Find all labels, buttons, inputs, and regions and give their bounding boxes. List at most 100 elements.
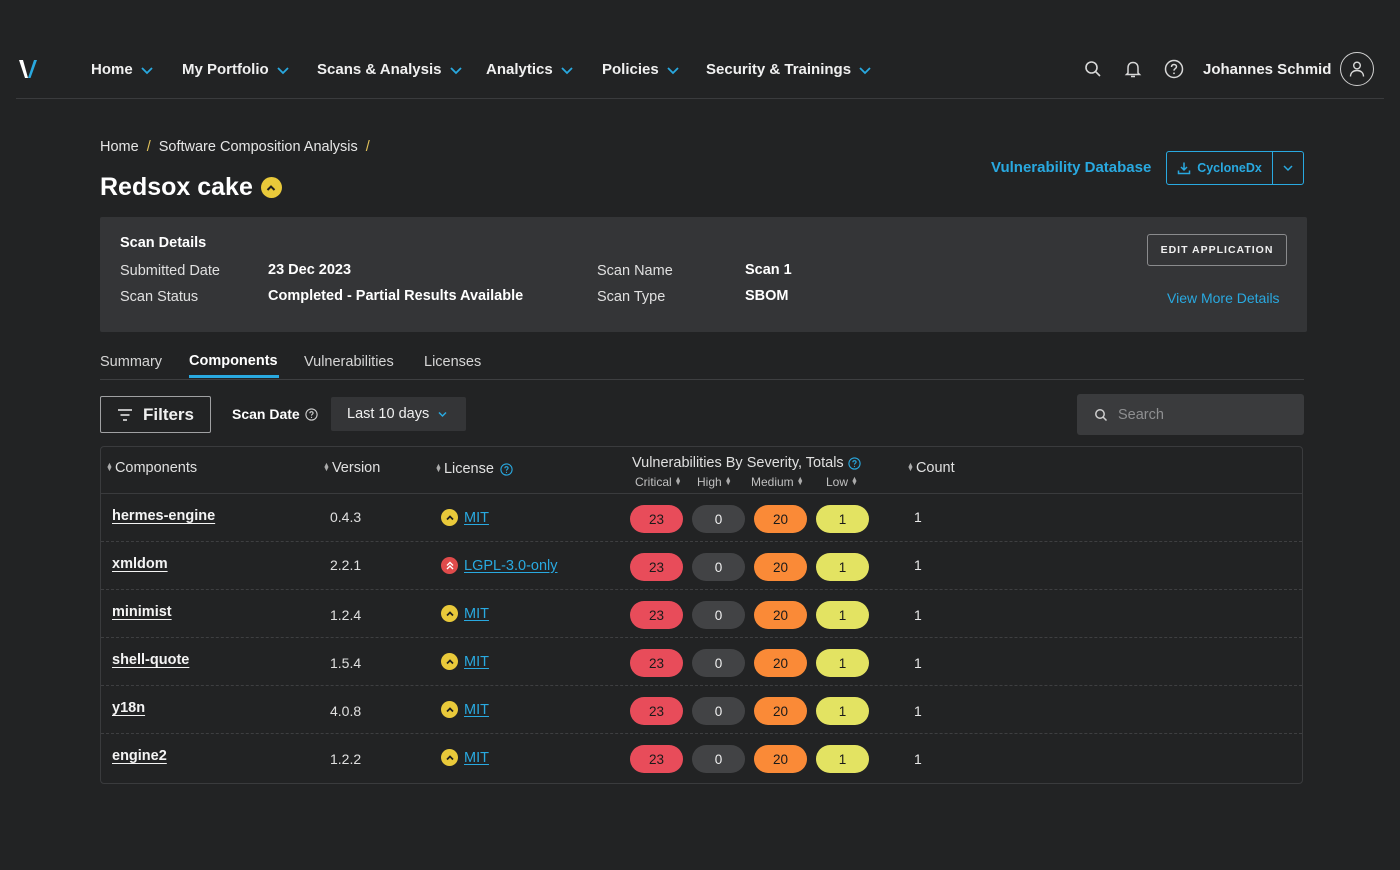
search-box[interactable] — [1077, 394, 1304, 435]
license-link[interactable]: MIT — [464, 749, 489, 766]
help-icon[interactable] — [500, 462, 513, 476]
breadcrumb-home[interactable]: Home — [100, 139, 139, 155]
license-link[interactable]: MIT — [464, 509, 489, 526]
filters-button[interactable]: Filters — [100, 396, 211, 433]
sort-icon: ▲ ▼ — [323, 462, 330, 473]
license-risk-medium-icon — [441, 653, 458, 670]
header-components[interactable]: ▲ ▼ Components — [106, 460, 197, 476]
low-count-badge: 1 — [816, 697, 869, 725]
component-count: 1 — [914, 607, 922, 623]
critical-count-badge: 23 — [630, 601, 683, 629]
filters-label: Filters — [142, 404, 195, 424]
nav-policies-label: Policies — [602, 61, 659, 78]
license-link[interactable]: MIT — [464, 701, 489, 718]
high-count-badge: 0 — [692, 505, 745, 533]
nav-home[interactable]: Home — [91, 61, 154, 78]
nav-policies[interactable]: Policies — [602, 61, 680, 78]
header-medium[interactable]: Medium ▲ ▼ — [751, 475, 804, 489]
components-table: ▲ ▼ Components ▲ ▼ Version ▲ ▼ License Vuln… — [100, 446, 1303, 784]
license-link[interactable]: MIT — [464, 605, 489, 622]
medium-count-badge: 20 — [754, 745, 807, 773]
submitted-date-value: 23 Dec 2023 — [268, 262, 352, 278]
user-name[interactable]: Johannes Schmid — [1203, 61, 1332, 78]
license-cell: MIT — [441, 653, 489, 670]
search-icon[interactable] — [1083, 59, 1103, 79]
low-count-badge: 1 — [816, 601, 869, 629]
high-count-badge: 0 — [692, 745, 745, 773]
license-cell: LGPL-3.0-only — [441, 557, 558, 574]
nav-my-portfolio-label: My Portfolio — [182, 61, 269, 78]
license-cell: MIT — [441, 509, 489, 526]
component-version: 0.4.3 — [330, 509, 362, 525]
license-link[interactable]: MIT — [464, 653, 489, 670]
tab-vulnerabilities[interactable]: Vulnerabilities — [304, 354, 394, 370]
nav-scans-analysis[interactable]: Scans & Analysis — [317, 61, 463, 78]
medium-count-badge: 20 — [754, 649, 807, 677]
header-version[interactable]: ▲ ▼ Version — [323, 460, 380, 476]
tab-summary[interactable]: Summary — [100, 354, 163, 370]
breadcrumb-sca[interactable]: Software Composition Analysis — [158, 139, 358, 155]
cyclonedx-download[interactable]: CycloneDx — [1167, 152, 1273, 184]
license-cell: MIT — [441, 701, 489, 718]
nav-analytics[interactable]: Analytics — [486, 61, 574, 78]
low-count-badge: 1 — [816, 649, 869, 677]
header-components-label: Components — [114, 460, 198, 476]
component-name-link[interactable]: minimist — [112, 604, 172, 620]
chevron-down-icon — [1283, 165, 1293, 172]
header-critical[interactable]: Critical ▲ ▼ — [635, 475, 682, 489]
search-input[interactable] — [1118, 406, 1288, 423]
component-count: 1 — [914, 557, 922, 573]
low-count-badge: 1 — [816, 505, 869, 533]
scan-type-label: Scan Type — [597, 289, 666, 305]
header-license[interactable]: ▲ ▼ License — [435, 461, 513, 477]
tab-licenses[interactable]: Licenses — [424, 354, 482, 370]
date-range-select[interactable]: Last 10 days — [331, 397, 466, 431]
license-link[interactable]: LGPL-3.0-only — [464, 557, 558, 574]
component-version: 1.2.2 — [330, 751, 362, 767]
component-count: 1 — [914, 703, 922, 719]
nav-my-portfolio[interactable]: My Portfolio — [182, 61, 290, 78]
bell-icon[interactable] — [1123, 59, 1143, 79]
help-icon[interactable] — [848, 456, 861, 470]
license-risk-medium-icon — [441, 701, 458, 718]
help-icon[interactable] — [305, 407, 318, 421]
download-icon — [1177, 162, 1191, 175]
view-more-details-link[interactable]: View More Details — [1167, 290, 1280, 306]
high-count-badge: 0 — [692, 553, 745, 581]
component-name-link[interactable]: xmldom — [112, 556, 168, 572]
nav-security-trainings[interactable]: Security & Trainings — [706, 61, 872, 78]
help-icon[interactable] — [1164, 59, 1184, 79]
header-low[interactable]: Low ▲ ▼ — [826, 475, 858, 489]
export-options-dropdown[interactable] — [1273, 152, 1303, 184]
table-row: hermes-engine 0.4.3 MIT 23 0 20 1 1 — [101, 494, 1302, 542]
avatar[interactable] — [1340, 52, 1374, 86]
cyclonedx-export-button[interactable]: CycloneDx — [1166, 151, 1304, 185]
brand-logo[interactable] — [18, 59, 38, 79]
critical-count-badge: 23 — [630, 553, 683, 581]
submitted-date-label: Submitted Date — [120, 263, 220, 279]
medium-count-badge: 20 — [754, 697, 807, 725]
breadcrumb-separator: / — [365, 139, 370, 155]
component-count: 1 — [914, 751, 922, 767]
header-count-label: Count — [915, 460, 955, 476]
header-count[interactable]: ▲ ▼ Count — [907, 460, 955, 476]
license-cell: MIT — [441, 605, 489, 622]
high-count-badge: 0 — [692, 601, 745, 629]
header-high[interactable]: High ▲ ▼ — [697, 475, 732, 489]
table-row: xmldom 2.2.1 LGPL-3.0-only 23 0 20 1 1 — [101, 542, 1302, 590]
component-name-link[interactable]: y18n — [112, 700, 146, 716]
nav-scans-analysis-label: Scans & Analysis — [317, 61, 442, 78]
component-name-link[interactable]: engine2 — [112, 748, 167, 764]
vulnerability-database-link[interactable]: Vulnerability Database — [991, 159, 1152, 176]
active-tab-indicator — [189, 375, 279, 378]
table-row: engine2 1.2.2 MIT 23 0 20 1 1 — [101, 734, 1302, 782]
component-name-link[interactable]: shell-quote — [112, 652, 190, 668]
component-name-link[interactable]: hermes-engine — [112, 508, 216, 524]
nav-analytics-label: Analytics — [486, 61, 553, 78]
edit-application-button[interactable]: EDIT APPLICATION — [1147, 234, 1287, 266]
scan-status-label: Scan Status — [120, 289, 199, 305]
tab-components[interactable]: Components — [189, 353, 278, 369]
medium-count-badge: 20 — [754, 553, 807, 581]
cyclonedx-label: CycloneDx — [1197, 161, 1262, 175]
header-medium-label: Medium — [751, 475, 794, 489]
